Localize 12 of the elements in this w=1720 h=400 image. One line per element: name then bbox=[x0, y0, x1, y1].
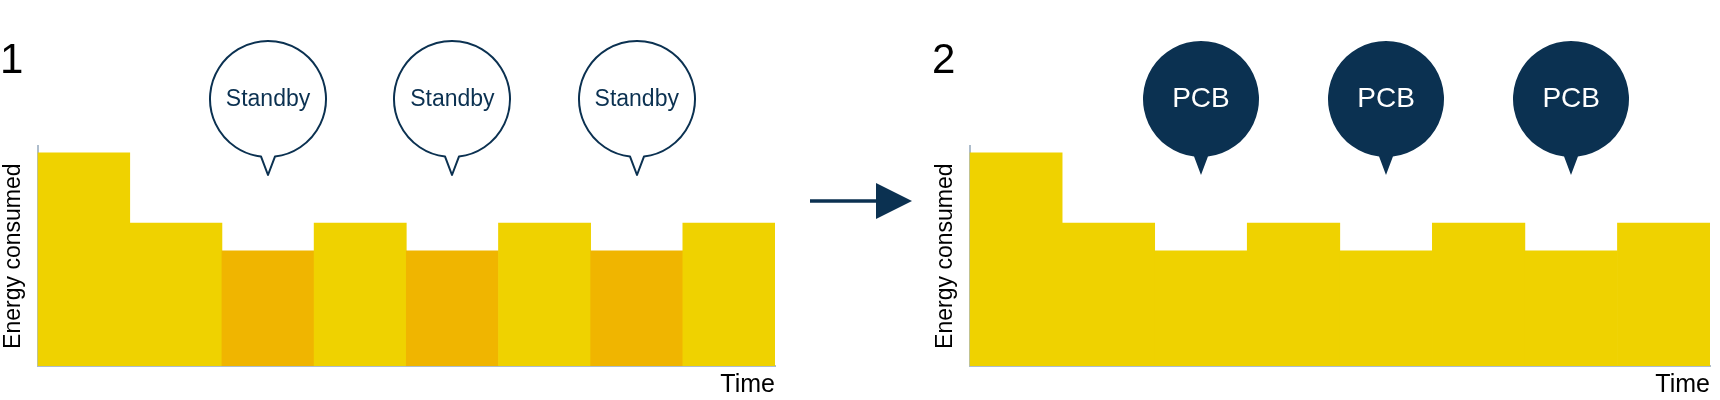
text: Standby bbox=[594, 84, 680, 111]
text: Standby bbox=[410, 84, 496, 111]
chart-title: 2 bbox=[932, 34, 956, 82]
y-axis-title: Energy consumed bbox=[931, 163, 958, 349]
y-axis-title: Energy consumed bbox=[0, 163, 26, 349]
chart-title: 1 bbox=[0, 34, 24, 82]
text: PCB bbox=[1542, 82, 1600, 114]
text: Standby bbox=[225, 84, 311, 111]
x-axis-title: Time bbox=[720, 368, 775, 397]
x-axis-title: Time bbox=[1655, 368, 1710, 397]
text: PCB bbox=[1172, 82, 1230, 114]
text: PCB bbox=[1357, 82, 1415, 114]
